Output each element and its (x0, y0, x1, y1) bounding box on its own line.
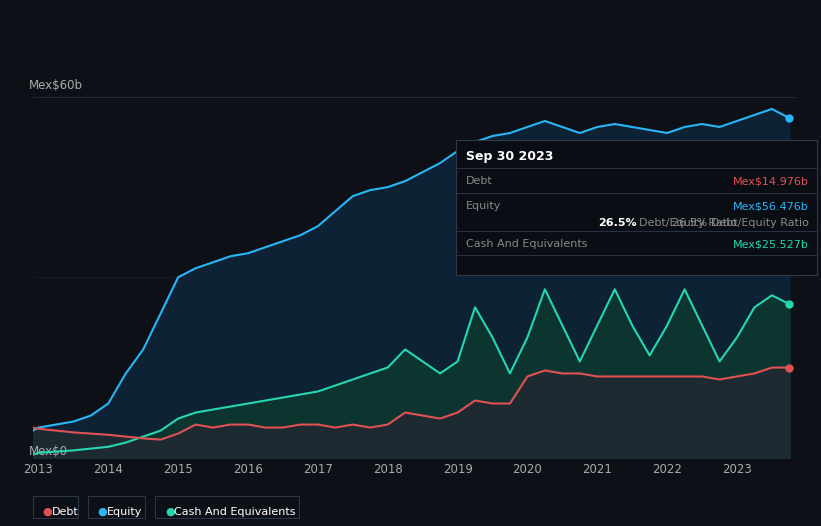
Point (782, 363, 796, 372)
Point (782, 114, 796, 123)
Text: Cash And Equivalents: Cash And Equivalents (466, 239, 588, 249)
Text: Equity: Equity (466, 201, 502, 211)
Text: Mex$60b: Mex$60b (29, 79, 83, 92)
Text: Equity: Equity (107, 507, 142, 517)
Text: ●: ● (98, 507, 108, 517)
Text: Debt/Equity Ratio: Debt/Equity Ratio (639, 218, 736, 228)
Text: Cash And Equivalents: Cash And Equivalents (174, 507, 296, 517)
Point (782, 300, 796, 308)
Text: ●: ● (43, 507, 53, 517)
Text: Debt: Debt (52, 507, 79, 517)
Text: Mex$0: Mex$0 (29, 444, 68, 458)
Text: Mex$56.476b: Mex$56.476b (733, 201, 809, 211)
Text: Mex$14.976b: Mex$14.976b (733, 176, 809, 186)
Text: 26.5%: 26.5% (598, 218, 636, 228)
Text: Debt: Debt (466, 176, 493, 186)
Text: Sep 30 2023: Sep 30 2023 (466, 150, 553, 163)
Text: 26.5% Debt/Equity Ratio: 26.5% Debt/Equity Ratio (672, 218, 809, 228)
Text: Mex$25.527b: Mex$25.527b (733, 239, 809, 249)
Text: ●: ● (165, 507, 175, 517)
